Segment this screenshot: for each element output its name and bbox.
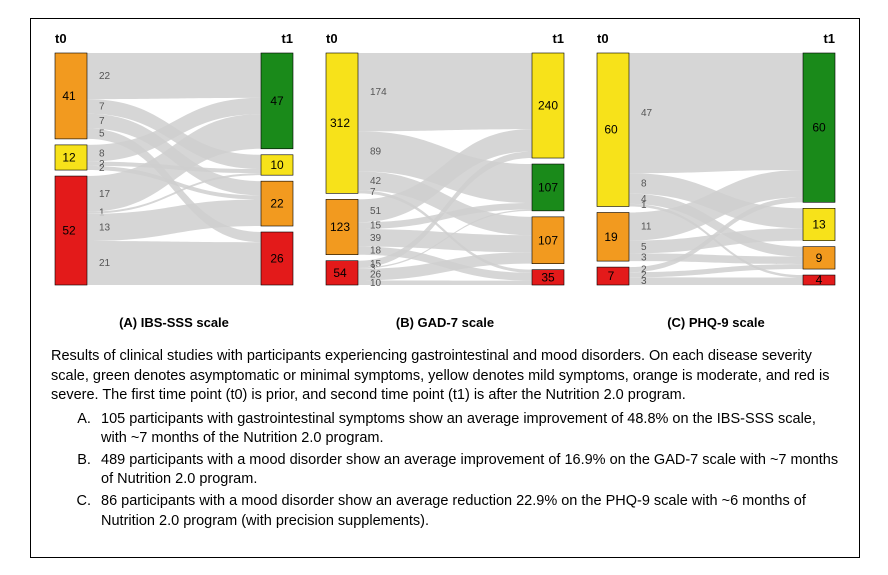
node-left-label: 54	[333, 266, 347, 280]
caption-list: 105 participants with gastrointestinal s…	[51, 410, 839, 531]
sankey-flow	[629, 253, 803, 264]
node-left-label: 19	[604, 230, 618, 244]
caption-item: 489 participants with a mood disorder sh…	[95, 451, 839, 490]
sankey-flow	[629, 53, 803, 173]
node-left-label: 312	[330, 116, 350, 130]
sankey-svg-wrap: t0t1174894275115391815326103121235424010…	[316, 29, 574, 309]
node-right-label: 10	[270, 158, 284, 172]
col-label-t0: t0	[597, 31, 609, 46]
node-right-label: 26	[270, 252, 284, 266]
flow-label: 18	[370, 246, 382, 257]
sankey-flow	[87, 53, 261, 99]
node-left-label: 123	[330, 220, 350, 234]
panel-title: (A) IBS-SSS scale	[45, 315, 303, 330]
flow-label: 10	[370, 278, 382, 289]
flow-label: 13	[99, 222, 111, 233]
flow-label: 89	[370, 146, 382, 157]
sankey-panel-phq: t0t147841115322360197601394 (C) PHQ-9 sc…	[587, 29, 845, 335]
node-left-label: 41	[62, 89, 76, 103]
flow-label: 3	[641, 276, 647, 287]
node-right-label: 22	[270, 197, 284, 211]
col-label-t0: t0	[55, 31, 67, 46]
panel-title: (C) PHQ-9 scale	[587, 315, 845, 330]
flow-label: 17	[99, 189, 111, 200]
node-right-label: 107	[538, 180, 558, 194]
node-right-label: 240	[538, 99, 558, 113]
sankey-panel-ibs: t0t122775822171132141125247102226 (A) IB…	[45, 29, 303, 335]
flow-label: 22	[99, 71, 111, 82]
sankey-flow	[629, 277, 803, 285]
flow-label: 1	[641, 200, 647, 211]
flow-label: 51	[370, 206, 382, 217]
node-left-label: 60	[604, 123, 618, 137]
caption-intro: Results of clinical studies with partici…	[51, 347, 839, 406]
panel-title: (B) GAD-7 scale	[316, 315, 574, 330]
flow-label: 7	[99, 116, 105, 127]
flow-label: 39	[370, 233, 382, 244]
flow-label: 11	[641, 222, 652, 233]
node-right-label: 13	[812, 217, 826, 231]
sankey-svg-wrap: t0t147841115322360197601394	[587, 29, 845, 309]
flow-label: 8	[641, 178, 647, 189]
node-left-label: 52	[62, 224, 76, 238]
node-right-label: 47	[270, 94, 284, 108]
sankey-flow	[87, 241, 261, 285]
flow-label: 8	[99, 148, 105, 159]
flow-label: 21	[99, 258, 111, 269]
node-left-label: 7	[608, 269, 615, 283]
flow-label: 3	[641, 252, 647, 263]
node-left-label: 12	[62, 150, 76, 164]
col-label-t1: t1	[281, 31, 293, 46]
sankey-svg-wrap: t0t122775822171132141125247102226	[45, 29, 303, 309]
flow-label: 2	[99, 163, 105, 174]
node-right-label: 35	[541, 270, 555, 284]
caption-item: 105 participants with gastrointestinal s…	[95, 410, 839, 449]
charts-row: t0t122775822171132141125247102226 (A) IB…	[31, 19, 859, 339]
node-right-label: 60	[812, 121, 826, 135]
flow-label: 47	[641, 108, 653, 119]
flow-label: 7	[99, 101, 105, 112]
flow-label: 5	[99, 129, 105, 140]
col-label-t1: t1	[552, 31, 564, 46]
caption-item: 86 participants with a mood disorder sho…	[95, 492, 839, 531]
flow-label: 42	[370, 176, 382, 187]
sankey-flow	[358, 281, 532, 285]
sankey-panel-gad: t0t1174894275115391815326103121235424010…	[316, 29, 574, 335]
col-label-t0: t0	[326, 31, 338, 46]
flow-label: 7	[370, 187, 376, 198]
node-right-label: 9	[816, 251, 823, 265]
flow-label: 174	[370, 87, 387, 98]
node-right-label: 107	[538, 233, 558, 247]
figure-frame: t0t122775822171132141125247102226 (A) IB…	[30, 18, 860, 558]
col-label-t1: t1	[823, 31, 835, 46]
node-right-label: 4	[816, 273, 823, 287]
caption-block: Results of clinical studies with partici…	[31, 339, 859, 531]
